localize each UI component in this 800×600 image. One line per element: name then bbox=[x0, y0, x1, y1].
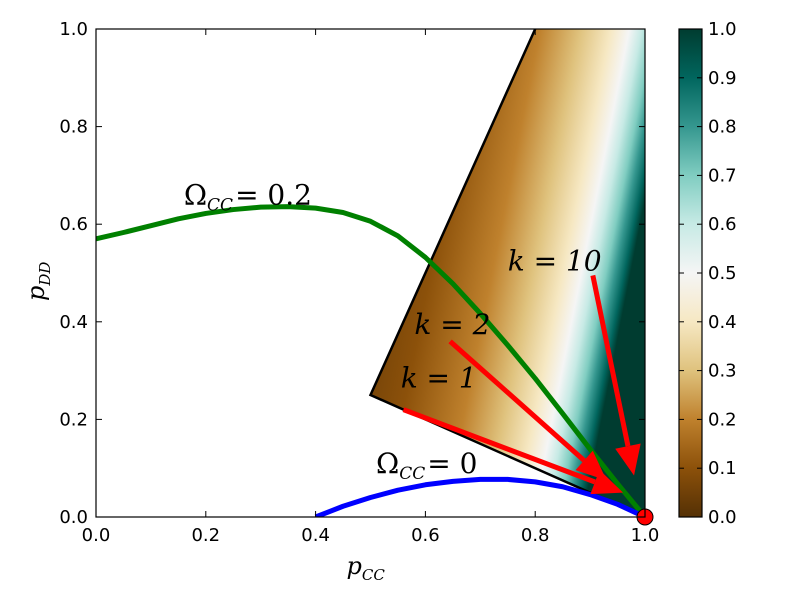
colorbar-tick-label: 0.1 bbox=[708, 458, 737, 479]
x-tick-label: 0.4 bbox=[301, 525, 330, 546]
series-line-1 bbox=[314, 476, 645, 517]
arrow-shaft-1 bbox=[448, 339, 586, 463]
colorbar: 0.0 0.1 0.2 0.3 0.4 0.5 0.6 0.7 0.8 0.9 1.0 bbox=[678, 19, 737, 528]
x-tick-label: 0.0 bbox=[82, 525, 111, 546]
x-axis-label: pCC bbox=[347, 552, 386, 584]
series-label-sub: CC bbox=[399, 464, 425, 484]
arrow-label-1: k = 2 bbox=[414, 308, 490, 341]
y-tick-label: 0.8 bbox=[59, 117, 88, 138]
series-label-symbol: Ω bbox=[376, 447, 399, 480]
ticks-layer: 0.0 0.2 0.4 0.6 0.8 1.0 0.0 0.2 0.4 0.6 0.8 1.0 bbox=[59, 19, 659, 546]
colorbar-tick-label: 0.3 bbox=[708, 361, 737, 382]
arrow-head-2 bbox=[615, 443, 641, 476]
y-axis-label-sub: DD bbox=[36, 262, 54, 287]
plot-frame bbox=[95, 28, 646, 518]
x-tick-label: 0.8 bbox=[521, 525, 550, 546]
arrow-label-0: k = 1 bbox=[401, 362, 477, 395]
y-tick-label: 0.6 bbox=[59, 214, 88, 235]
series-label-sub: CC bbox=[207, 196, 233, 216]
colorbar-tick-label: 1.0 bbox=[708, 19, 737, 40]
y-tick-label: 1.0 bbox=[59, 19, 88, 40]
series-layer bbox=[96, 204, 645, 517]
heatmap-region bbox=[368, 28, 646, 519]
x-axis-label-sub: CC bbox=[362, 566, 385, 584]
x-tick-label: 0.2 bbox=[191, 525, 220, 546]
arrow-label-2: k = 10 bbox=[508, 245, 602, 278]
axes-frame bbox=[95, 28, 646, 518]
colorbar-tick-label: 0.2 bbox=[708, 409, 737, 430]
colorbar-tick-label: 0.7 bbox=[708, 165, 737, 186]
y-tick-label: 0.0 bbox=[59, 507, 88, 528]
colorbar-tick-label: 0.9 bbox=[708, 68, 737, 89]
colorbar-tick-label: 0.8 bbox=[708, 117, 737, 138]
arrow-shaft-0 bbox=[402, 407, 596, 485]
colorbar-tick-label: 0.5 bbox=[708, 263, 737, 284]
series-line-0 bbox=[96, 204, 645, 517]
series-label-1: ΩCC= 0 bbox=[376, 447, 477, 484]
heatmap-fill bbox=[370, 29, 645, 517]
y-axis-label: pDD bbox=[22, 262, 54, 301]
series-label-0: ΩCC= 0.2 bbox=[184, 179, 312, 216]
colorbar-tick-label: 0.4 bbox=[708, 312, 737, 333]
region-boundary bbox=[368, 28, 646, 519]
colorbar-tick-label: 0.6 bbox=[708, 214, 737, 235]
y-tick-label: 0.2 bbox=[59, 409, 88, 430]
series-label-symbol: Ω bbox=[184, 179, 207, 212]
series-label-value: = 0 bbox=[427, 447, 477, 480]
x-tick-label: 1.0 bbox=[631, 525, 660, 546]
arrow-shaft-2 bbox=[590, 274, 631, 447]
series-label-value: = 0.2 bbox=[235, 179, 312, 212]
colorbar-tick-label: 0.0 bbox=[708, 507, 737, 528]
arrow-head-1 bbox=[575, 450, 607, 481]
y-tick-label: 0.4 bbox=[59, 312, 88, 333]
x-tick-label: 0.6 bbox=[411, 525, 440, 546]
